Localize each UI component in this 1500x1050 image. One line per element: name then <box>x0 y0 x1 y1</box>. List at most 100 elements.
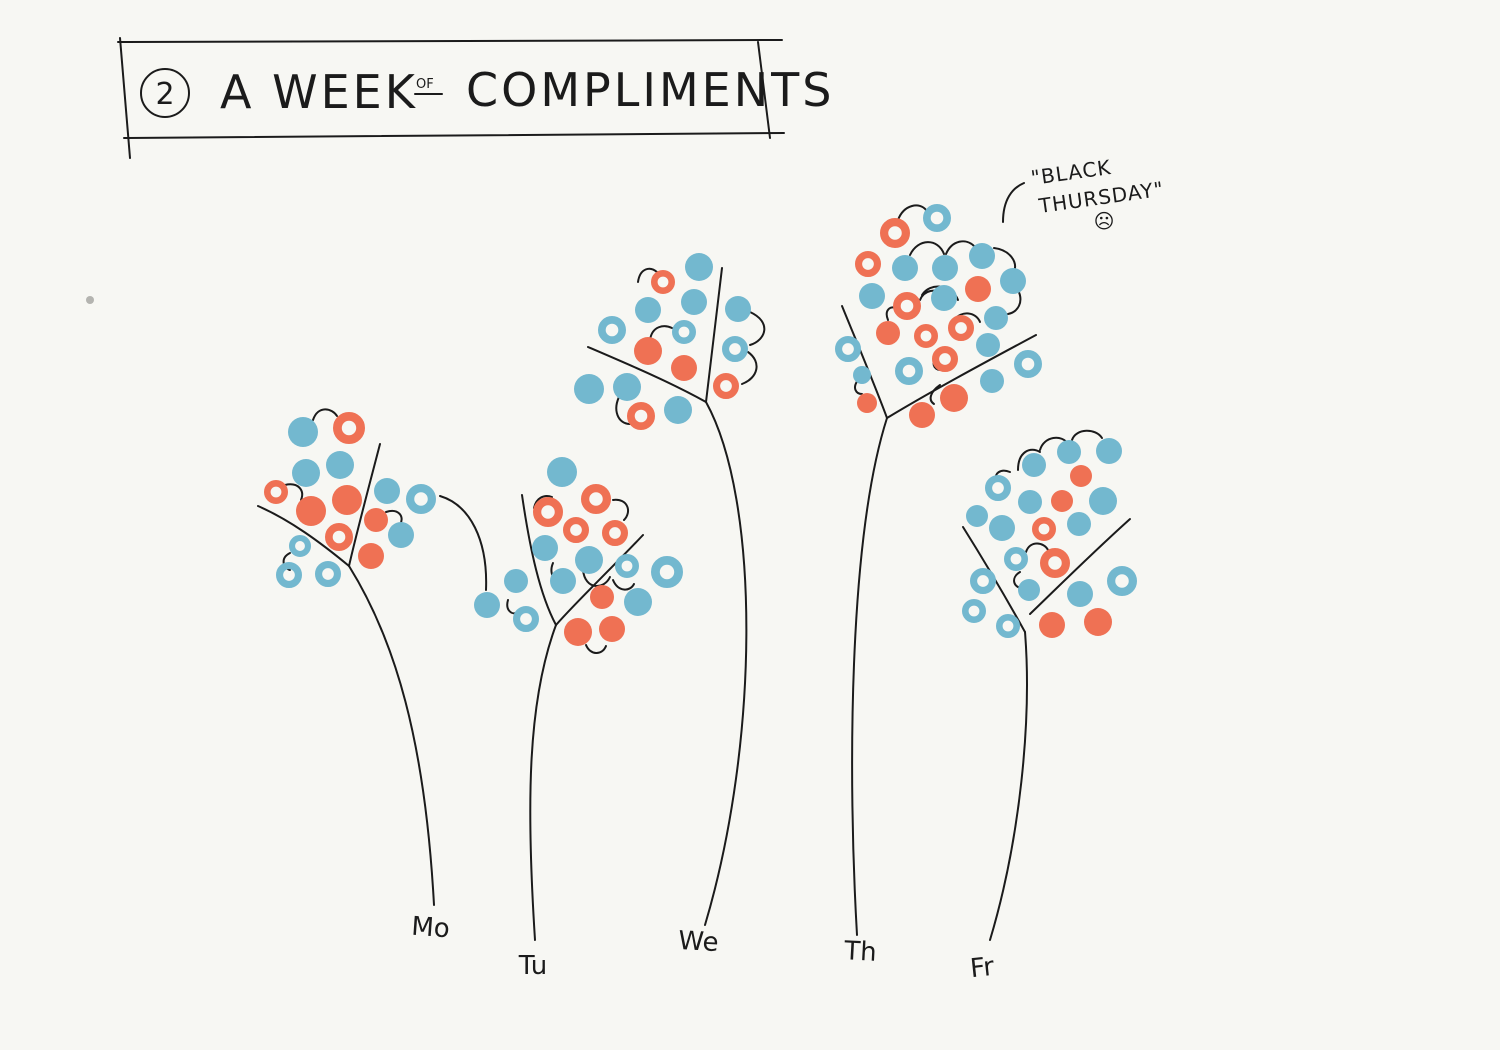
compliment-dot-fr-1 <box>1096 438 1122 464</box>
compliment-dot-th-4 <box>892 255 918 281</box>
compliment-dot-fr-17 <box>1067 581 1093 607</box>
compliment-dot-tu-16 <box>564 618 592 646</box>
compliment-dot-th-1 <box>922 204 951 233</box>
compliment-dot-tu-2 <box>533 497 563 527</box>
compliment-dot-we-11 <box>574 374 604 404</box>
compliment-dot-fr-13 <box>1003 546 1028 571</box>
compliment-dot-tu-13 <box>513 606 540 633</box>
title-text-before: A WEEK <box>220 65 418 119</box>
compliment-dot-fr-19 <box>961 598 986 623</box>
compliment-dot-th-2 <box>880 218 910 248</box>
compliment-dot-th-11 <box>965 276 991 302</box>
compliment-dot-th-7 <box>1000 268 1026 294</box>
compliment-dot-fr-14 <box>1040 548 1070 578</box>
compliment-dot-fr-22 <box>1084 608 1112 636</box>
compliment-dot-th-21 <box>853 366 871 384</box>
compliment-dot-th-10 <box>931 285 957 311</box>
compliment-dot-mo-3 <box>292 459 320 487</box>
compliment-dot-th-22 <box>857 393 877 413</box>
compliment-dot-fr-18 <box>1107 566 1137 596</box>
compliment-dot-mo-5 <box>263 479 288 504</box>
compliment-dot-fr-12 <box>1067 512 1091 536</box>
compliment-dot-tu-4 <box>563 517 590 544</box>
compliment-dot-fr-15 <box>970 568 997 595</box>
compliment-dot-th-12 <box>984 306 1008 330</box>
compliment-dot-mo-13 <box>388 522 414 548</box>
compliment-dot-mo-12 <box>406 484 436 514</box>
compliment-dot-th-5 <box>932 255 958 281</box>
stem-fr <box>989 631 1028 941</box>
compliment-dot-th-15 <box>913 323 938 348</box>
compliment-dot-th-3 <box>855 250 882 277</box>
compliment-dot-th-16 <box>948 315 975 342</box>
compliment-dot-th-17 <box>976 333 1000 357</box>
compliment-dot-we-5 <box>725 296 751 322</box>
compliment-dot-tu-12 <box>474 592 500 618</box>
compliment-dot-we-10 <box>671 355 697 381</box>
day-labels: Mo Tu We Th Fr <box>410 912 995 984</box>
compliment-dot-fr-16 <box>1018 579 1040 601</box>
compliment-dot-fr-4 <box>985 475 1012 502</box>
day-label-fr: Fr <box>969 952 996 984</box>
stem-we <box>704 401 748 926</box>
stem-tu <box>529 624 557 941</box>
compliment-dot-th-14 <box>876 321 900 345</box>
compliment-dot-th-24 <box>940 384 968 412</box>
compliment-dot-fr-6 <box>1018 490 1042 514</box>
compliment-dot-fr-9 <box>966 505 988 527</box>
stems <box>257 267 1131 941</box>
compliment-dot-fr-2 <box>1057 440 1081 464</box>
stray-dot <box>86 296 94 304</box>
compliment-dot-we-1 <box>685 253 713 281</box>
compliment-dot-tu-3 <box>581 484 611 514</box>
compliment-dot-mo-1 <box>288 417 318 447</box>
compliment-dot-tu-7 <box>575 546 603 574</box>
stem-th <box>851 417 888 936</box>
compliment-dot-we-14 <box>626 402 655 431</box>
title-number: 2 <box>155 77 174 112</box>
compliment-dot-mo-4 <box>326 451 354 479</box>
compliment-dot-tu-9 <box>614 553 639 578</box>
compliment-dot-we-13 <box>713 373 740 400</box>
dot-cluster-th <box>835 204 1042 428</box>
day-label-we: We <box>678 926 720 958</box>
title-number-circle <box>140 68 190 118</box>
compliment-dot-mo-6 <box>296 496 326 526</box>
compliment-dot-fr-10 <box>989 515 1015 541</box>
compliment-dot-tu-17 <box>599 616 625 642</box>
compliment-dot-mo-2 <box>332 411 365 444</box>
compliment-dot-we-7 <box>671 319 696 344</box>
title-text-after: COMPLIMENTS <box>466 63 834 117</box>
compliment-dots <box>263 204 1137 646</box>
compliment-dot-tu-5 <box>602 520 629 547</box>
compliment-dot-tu-6 <box>532 535 558 561</box>
compliment-dot-fr-8 <box>1089 487 1117 515</box>
compliment-dot-fr-7 <box>1051 490 1073 512</box>
compliment-dot-we-6 <box>597 316 626 345</box>
compliment-dot-mo-14 <box>288 535 311 558</box>
sad-face-icon: ☹ <box>1094 209 1115 233</box>
compliment-dot-tu-15 <box>624 588 652 616</box>
compliment-dot-fr-21 <box>1039 612 1065 638</box>
compliment-dot-we-3 <box>635 297 661 323</box>
stem-mo <box>348 565 435 906</box>
compliment-dot-mo-7 <box>332 485 362 515</box>
compliment-dot-th-19 <box>932 346 959 373</box>
compliment-dot-th-13 <box>835 336 862 363</box>
compliment-dot-th-25 <box>980 369 1004 393</box>
compliment-dot-we-9 <box>722 336 749 363</box>
compliment-dot-mo-11 <box>374 478 400 504</box>
compliment-dot-th-6 <box>969 243 995 269</box>
compliment-dot-tu-14 <box>590 585 614 609</box>
compliment-dot-th-18 <box>1013 350 1042 379</box>
compliment-dot-we-12 <box>613 373 641 401</box>
title-text-small: OF <box>416 77 434 92</box>
compliment-dot-mo-10 <box>358 543 384 569</box>
compliment-dot-tu-8 <box>550 568 576 594</box>
compliment-dot-we-2 <box>650 269 675 294</box>
compliment-dot-mo-9 <box>364 508 388 532</box>
dot-cluster-tu <box>474 457 684 646</box>
day-label-th: Th <box>842 936 877 968</box>
compliment-dot-we-8 <box>634 337 662 365</box>
day-label-mo: Mo <box>410 912 450 945</box>
